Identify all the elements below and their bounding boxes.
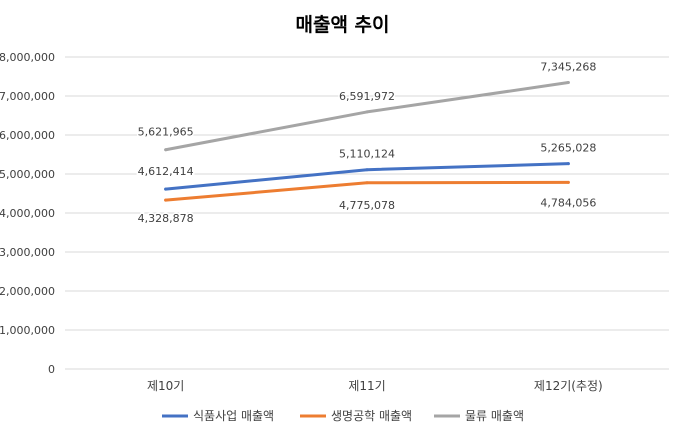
- data-point: [365, 181, 369, 185]
- data-point: [365, 168, 369, 172]
- y-tick-label: 2,000,000: [0, 285, 55, 298]
- y-tick-label: 6,000,000: [0, 129, 55, 142]
- data-label: 4,784,056: [540, 196, 596, 209]
- y-tick-label: 3,000,000: [0, 246, 55, 259]
- data-label: 4,328,878: [138, 212, 194, 225]
- data-label: 4,612,414: [138, 165, 194, 178]
- data-label: 5,265,028: [540, 142, 596, 155]
- y-tick-label: 1,000,000: [0, 324, 55, 337]
- y-tick-label: 0: [48, 363, 55, 376]
- data-point: [164, 148, 168, 152]
- x-tick-label: 제12기(추정): [534, 379, 603, 393]
- data-label: 4,775,078: [339, 199, 395, 212]
- x-tick-label: 제11기: [348, 379, 385, 393]
- data-point: [164, 198, 168, 202]
- data-point: [365, 110, 369, 114]
- y-tick-label: 5,000,000: [0, 168, 55, 181]
- legend-label: 생명공학 매출액: [331, 409, 412, 423]
- data-label: 5,621,965: [138, 126, 194, 139]
- data-point: [164, 187, 168, 191]
- data-label: 7,345,268: [540, 61, 596, 74]
- legend-label: 식품사업 매출액: [193, 409, 274, 423]
- data-label: 5,110,124: [339, 148, 395, 161]
- series-line: [164, 180, 570, 202]
- y-tick-label: 4,000,000: [0, 207, 55, 220]
- chart-title: 매출액 추이: [295, 14, 390, 36]
- y-tick-label: 8,000,000: [0, 51, 55, 64]
- series-line: [164, 162, 570, 191]
- legend-label: 물류 매출액: [465, 409, 524, 423]
- y-tick-label: 7,000,000: [0, 90, 55, 103]
- data-point: [566, 180, 570, 184]
- x-tick-label: 제10기: [147, 379, 184, 393]
- data-label: 6,591,972: [339, 90, 395, 103]
- data-point: [566, 81, 570, 85]
- data-point: [566, 162, 570, 166]
